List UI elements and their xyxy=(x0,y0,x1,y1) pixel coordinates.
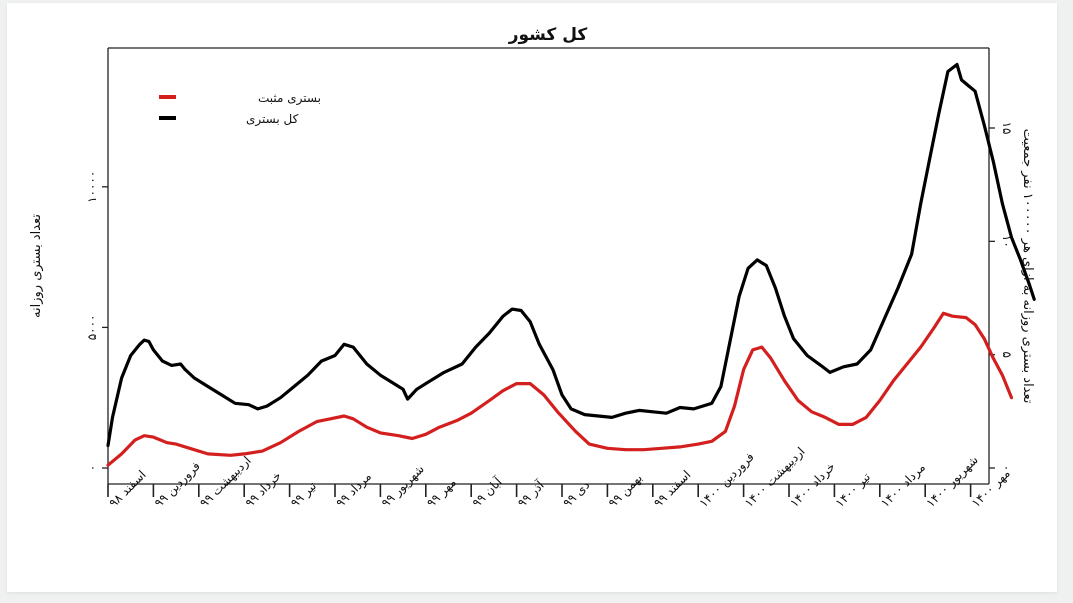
chart-title: کل کشور xyxy=(508,25,588,45)
y-tick-label-right: ۵ xyxy=(1000,351,1014,357)
y-tick-label-left: ۰ xyxy=(85,465,99,471)
x-tick-label: شهریور ۹۹ xyxy=(379,462,428,511)
chart-card xyxy=(7,3,1057,592)
y-tick-label-left: ۵۰۰۰ xyxy=(85,315,99,341)
x-tick-label: اسفند ۹۹ xyxy=(651,468,693,510)
y-axis-title-left: تعداد بستری روزانه xyxy=(29,214,44,318)
x-tick-label: فروردین ۹۹ xyxy=(152,459,204,511)
legend-item-positive: بستری مثبت xyxy=(159,91,321,106)
series-total-line xyxy=(106,62,1036,448)
x-tick-label: مهر ۱۴۰۰ xyxy=(969,466,1014,511)
x-tick-label: آبان ۹۹ xyxy=(469,474,505,510)
legend-item-total: کل بستری xyxy=(159,112,299,127)
x-tick-label: مرداد ۱۴۰۰ xyxy=(878,460,929,511)
x-tick-label: تیر ۱۴۰۰ xyxy=(833,470,874,511)
legend: بستری مثبت کل بستری xyxy=(159,91,321,127)
x-tick-label: مهر ۹۹ xyxy=(424,475,460,511)
legend-label-positive: بستری مثبت xyxy=(258,91,321,106)
y-tick-label-right: ۱۵ xyxy=(1000,122,1014,135)
y-tick-label-right: ۰ xyxy=(1000,465,1014,471)
x-tick-label: دی ۹۹ xyxy=(560,478,592,510)
x-tick-label: خرداد ۱۴۰۰ xyxy=(787,459,838,510)
y-axis-title-right: تعداد بستری روزانه به ازای هر ۱۰۰۰۰۰ نفر… xyxy=(1020,129,1035,404)
x-tick-label: آذر ۹۹ xyxy=(514,477,548,511)
x-tick-label: خرداد ۹۹ xyxy=(242,469,284,511)
x-tick-label: اسفند ۹۸ xyxy=(106,468,148,510)
y-axis-left: ۰ ۵۰۰۰ ۱۰۰۰۰ xyxy=(85,171,108,471)
x-tick-label: بهمن ۹۹ xyxy=(606,471,646,511)
x-tick-label: مرداد ۹۹ xyxy=(333,469,375,511)
series-positive-line xyxy=(106,311,1014,467)
plot-frame xyxy=(107,47,990,485)
y-tick-label-left: ۱۰۰۰۰ xyxy=(85,171,99,203)
legend-label-total: کل بستری xyxy=(246,112,299,127)
series-lines xyxy=(106,62,1036,467)
